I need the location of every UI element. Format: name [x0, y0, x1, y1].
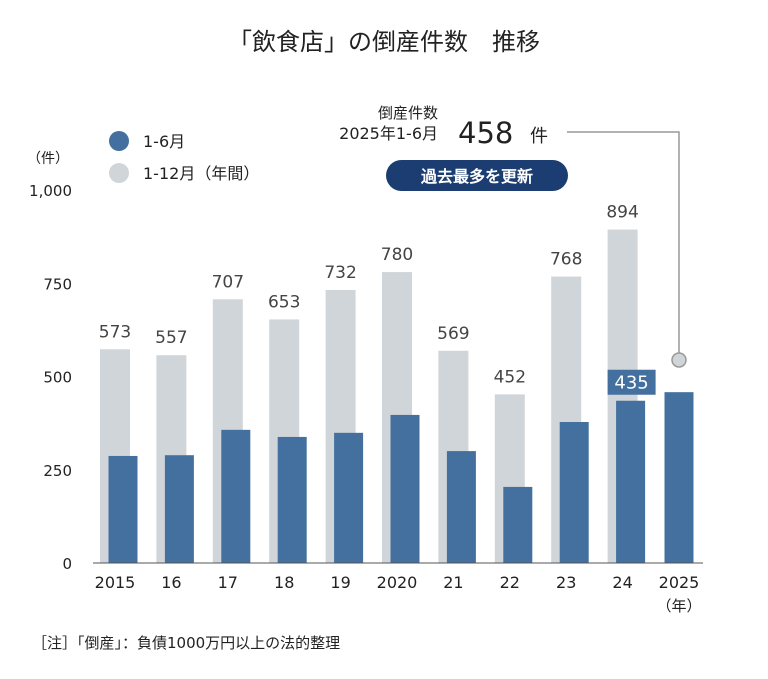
data-label-h1-24: 435 [614, 373, 648, 394]
x-tick-label: 2025 [659, 573, 700, 592]
data-label-annual-2015: 573 [99, 322, 131, 342]
y-tick-label: 750 [43, 275, 72, 293]
x-tick-label: 22 [500, 573, 520, 592]
bar-h1-17 [221, 429, 251, 563]
data-label-annual-23: 768 [550, 250, 582, 270]
x-tick-label: 18 [274, 573, 294, 592]
callout-leader-line [567, 131, 680, 353]
record-badge-label: 過去最多を更新 [420, 167, 533, 186]
bar-h1-2025 [664, 392, 694, 563]
x-axis-unit: （年） [656, 597, 701, 615]
y-tick-label: 500 [43, 369, 72, 387]
data-label-annual-18: 653 [268, 292, 300, 312]
data-label-annual-2020: 780 [381, 245, 413, 265]
x-tick-label: 2015 [95, 573, 136, 592]
y-tick-label: 0 [62, 555, 72, 573]
data-label-box-h1-24 [607, 369, 656, 395]
callout-line1: 倒産件数 [378, 104, 438, 122]
bar-h1-22 [503, 486, 533, 563]
callout: 倒産件数 2025年1-6月 458 件 過去最多を更新 [339, 104, 687, 368]
callout-line2: 2025年1-6月 [339, 124, 438, 143]
footnote: ［注］「倒産」：負債1000万円以上の法的整理 [32, 634, 340, 652]
legend-label-annual: 1-12月（年間） [143, 164, 259, 183]
x-tick-label: 17 [218, 573, 238, 592]
callout-unit: 件 [530, 126, 548, 147]
chart-title: 「飲食店」の倒産件数 推移 [228, 28, 540, 56]
legend: 1-6月 1-12月（年間） [109, 131, 259, 183]
data-label-annual-22: 452 [494, 367, 526, 387]
bar-h1-2020 [390, 414, 420, 563]
x-tick-label: 16 [161, 573, 181, 592]
x-tick-label: 23 [556, 573, 576, 592]
bar-h1-19 [334, 432, 364, 563]
legend-swatch-annual [109, 163, 129, 183]
bar-h1-2015 [108, 455, 138, 563]
data-label-annual-16: 557 [155, 328, 187, 348]
data-label-annual-24: 894 [606, 203, 638, 223]
x-tick-label: 19 [330, 573, 350, 592]
callout-marker [671, 352, 687, 368]
callout-value: 458 [458, 116, 513, 150]
data-label-annual-21: 569 [437, 324, 469, 344]
x-tick-label: 24 [612, 573, 632, 592]
x-tick-label: 21 [443, 573, 463, 592]
y-axis-unit: （件） [27, 151, 69, 167]
y-tick-label: 1,000 [29, 182, 72, 200]
record-badge [386, 160, 568, 191]
data-label-annual-17: 707 [212, 272, 244, 292]
y-tick-label: 250 [43, 462, 72, 480]
x-tick-label: 2020 [377, 573, 418, 592]
legend-label-h1: 1-6月 [143, 132, 185, 151]
bar-h1-18 [277, 436, 307, 563]
bar-h1-16 [164, 455, 194, 563]
bar-h1-24 [616, 400, 646, 563]
data-label-annual-19: 732 [324, 263, 356, 283]
bar-h1-21 [446, 451, 476, 563]
bar-h1-23 [559, 422, 589, 563]
legend-swatch-h1 [109, 131, 129, 151]
